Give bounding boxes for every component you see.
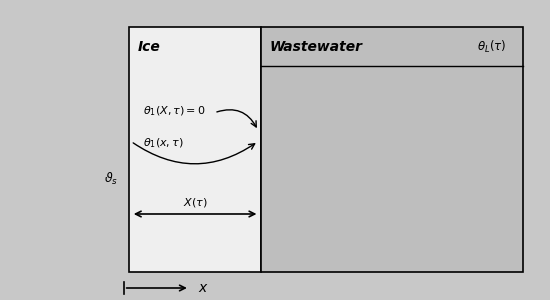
Text: Wastewater: Wastewater	[270, 40, 362, 54]
Text: $X(\tau)$: $X(\tau)$	[183, 196, 207, 209]
Text: $\theta_L(\tau)$: $\theta_L(\tau)$	[477, 38, 506, 55]
Bar	[261, 27, 522, 272]
Text: $x$: $x$	[198, 281, 208, 295]
Text: $\theta_1(x,\tau)$: $\theta_1(x,\tau)$	[143, 136, 184, 150]
Text: $\theta_1(X,\tau)=0$: $\theta_1(X,\tau)=0$	[143, 104, 206, 118]
Text: Ice: Ice	[138, 40, 160, 54]
Bar	[129, 27, 261, 272]
Text: $\vartheta_s$: $\vartheta_s$	[104, 171, 118, 187]
